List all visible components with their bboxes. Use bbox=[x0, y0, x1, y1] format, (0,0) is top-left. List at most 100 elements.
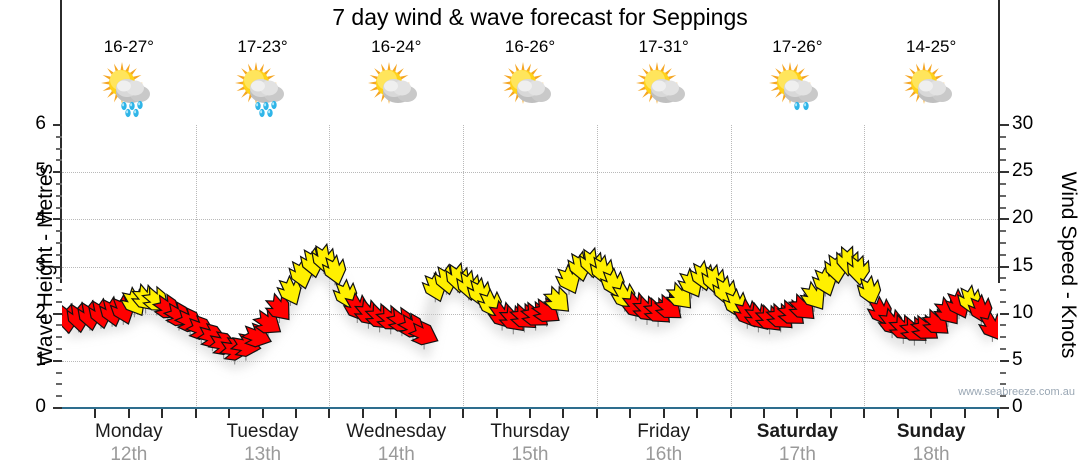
day-temperature-range: 17-31° bbox=[638, 37, 689, 56]
sun-cloud-icon bbox=[597, 61, 731, 117]
x-axis-tick bbox=[194, 409, 197, 418]
day-header-thursday: 16-26° bbox=[463, 36, 597, 117]
right-axis-minor-tick bbox=[1000, 147, 1006, 150]
day-temperature-range: 16-27° bbox=[103, 37, 154, 56]
left-axis-minor-tick bbox=[56, 336, 62, 339]
wind-direction-arrow bbox=[229, 333, 262, 358]
sun-cloud-rain-icon bbox=[62, 61, 196, 118]
site-watermark: www.seabreeze.com.au bbox=[958, 386, 1075, 398]
left-axis-minor-tick bbox=[56, 383, 62, 386]
day-header-tuesday: 17-23° bbox=[196, 36, 330, 118]
x-axis-tick bbox=[562, 409, 565, 418]
left-axis-tick-label: 0 bbox=[35, 396, 46, 417]
gridline-horizontal bbox=[62, 266, 998, 268]
day-date-label: 15th bbox=[511, 444, 549, 465]
day-header-sunday: 14-25° bbox=[864, 36, 998, 117]
day-footer-sunday: Sunday 18th bbox=[864, 420, 998, 467]
x-axis-tick bbox=[361, 409, 364, 418]
right-axis-tick bbox=[1000, 124, 1009, 126]
right-axis-minor-tick bbox=[1000, 206, 1006, 209]
x-axis-tick bbox=[829, 409, 832, 418]
sun-cloud-drizzle-icon bbox=[730, 61, 864, 117]
day-name-label: Saturday bbox=[756, 421, 839, 442]
right-axis-minor-tick bbox=[1000, 230, 1006, 233]
x-axis-tick bbox=[127, 409, 130, 418]
day-footer-monday: Monday 12th bbox=[62, 420, 196, 467]
left-axis-minor-tick bbox=[56, 395, 62, 398]
left-axis-tick bbox=[53, 407, 62, 409]
day-footer-saturday: Saturday 17th bbox=[730, 420, 864, 467]
x-axis-tick bbox=[729, 409, 732, 418]
day-footer-thursday: Thursday 15th bbox=[463, 420, 597, 467]
left-axis-minor-tick bbox=[56, 324, 62, 327]
x-axis-tick bbox=[863, 409, 866, 418]
page-title: 7 day wind & wave forecast for Seppings bbox=[332, 4, 748, 30]
x-axis-tick bbox=[161, 409, 164, 418]
gridline-day-divider bbox=[195, 125, 197, 408]
day-temperature-range: 16-24° bbox=[371, 37, 422, 56]
x-axis-tick bbox=[763, 409, 765, 418]
day-header-wednesday: 16-24° bbox=[329, 36, 463, 117]
left-axis-tick-label: 6 bbox=[35, 113, 46, 134]
x-axis-tick bbox=[295, 409, 297, 418]
left-axis-minor-tick bbox=[56, 277, 62, 280]
right-axis-tick bbox=[1000, 218, 1009, 221]
gridline-day-divider bbox=[463, 125, 465, 408]
right-axis-spine bbox=[998, 0, 1000, 283]
x-axis-tick bbox=[328, 409, 331, 418]
right-axis-tick bbox=[1000, 265, 1009, 268]
wind-direction-arrow bbox=[856, 274, 882, 307]
right-axis-tick-label: 15 bbox=[1012, 254, 1034, 276]
left-axis-tick-label: 3 bbox=[35, 254, 46, 276]
left-axis-minor-tick bbox=[56, 371, 62, 374]
day-name-label: Tuesday bbox=[226, 421, 299, 442]
right-axis-minor-tick bbox=[1000, 395, 1006, 398]
right-axis-tick-label: 20 bbox=[1012, 207, 1034, 229]
sun-cloud-rain-icon bbox=[196, 61, 330, 118]
right-axis-minor-tick bbox=[1000, 300, 1006, 303]
left-axis-minor-tick bbox=[56, 289, 62, 292]
x-axis-tick bbox=[261, 409, 264, 418]
right-axis-minor-tick bbox=[1000, 194, 1006, 197]
bottom-axis-spine bbox=[62, 407, 1000, 409]
left-axis-minor-tick bbox=[56, 300, 62, 303]
day-footer-tuesday: Tuesday 13th bbox=[196, 420, 330, 467]
left-axis-minor-tick bbox=[56, 135, 62, 138]
x-axis-tick bbox=[696, 409, 699, 418]
gridline-horizontal bbox=[62, 219, 998, 221]
right-axis-minor-tick bbox=[1000, 277, 1006, 280]
plot-area bbox=[62, 125, 998, 408]
left-axis-minor-tick bbox=[56, 206, 62, 209]
x-axis-tick bbox=[94, 409, 97, 418]
x-axis-tick bbox=[495, 409, 498, 418]
x-axis-tick bbox=[963, 409, 966, 418]
wind-direction-arrow bbox=[846, 254, 870, 287]
day-name-label: Wednesday bbox=[346, 421, 447, 442]
left-axis-minor-tick bbox=[56, 194, 62, 197]
right-axis-minor-tick bbox=[1000, 182, 1006, 185]
day-name-label: Friday bbox=[637, 421, 691, 442]
left-axis-tick-label: 4 bbox=[35, 207, 46, 229]
left-axis-tick-label: 5 bbox=[35, 160, 46, 182]
x-axis-tick bbox=[428, 409, 431, 418]
x-axis-tick bbox=[462, 409, 465, 418]
day-name-label: Thursday bbox=[490, 421, 570, 442]
right-axis-minor-tick bbox=[1000, 289, 1006, 292]
right-axis-minor-tick bbox=[1000, 336, 1006, 339]
wind-direction-arrow bbox=[542, 285, 570, 312]
day-name-label: Monday bbox=[95, 421, 163, 442]
day-temperature-range: 17-23° bbox=[237, 37, 288, 56]
right-axis-minor-tick bbox=[1000, 253, 1006, 256]
right-axis-minor-tick bbox=[1000, 348, 1006, 351]
right-axis-tick bbox=[1000, 359, 1009, 362]
right-axis-title: Wind Speed - Knots bbox=[1057, 171, 1080, 359]
wind-direction-arrow bbox=[407, 320, 439, 346]
day-date-label: 18th bbox=[912, 444, 950, 465]
wind-direction-arrow bbox=[977, 310, 998, 341]
x-axis-tick bbox=[662, 409, 665, 418]
x-axis-tick bbox=[930, 409, 933, 418]
sun-cloud-icon bbox=[463, 61, 597, 117]
left-axis-spine bbox=[60, 0, 62, 283]
right-axis-minor-tick bbox=[1000, 371, 1006, 374]
